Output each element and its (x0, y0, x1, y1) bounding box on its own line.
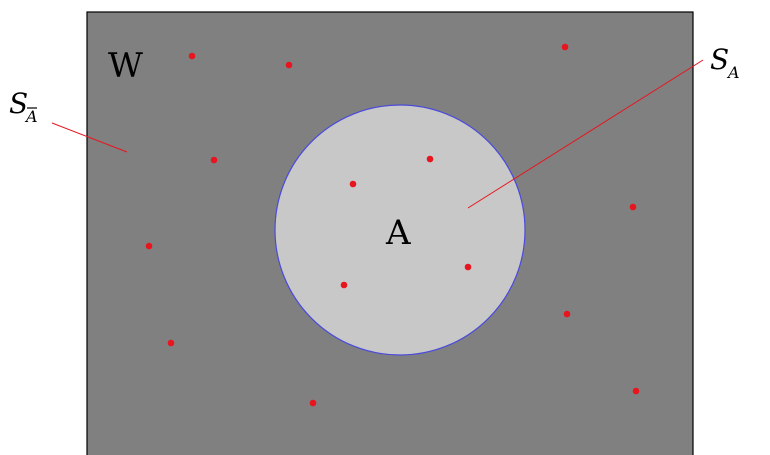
inside-point (340, 281, 348, 289)
region-label: A (385, 213, 411, 253)
outside-point (629, 203, 637, 211)
inside-point (349, 180, 357, 188)
outside-point (167, 339, 175, 347)
outside-point (563, 310, 571, 318)
outside-point (632, 387, 640, 395)
inside-point (464, 263, 472, 271)
region-label-sub: A (726, 63, 740, 82)
region-leader-line (467, 59, 704, 209)
region-circle (274, 104, 526, 356)
outside-point (561, 43, 569, 51)
outside-point (210, 156, 218, 164)
complement-set-label: S A (9, 87, 38, 126)
inside-point (426, 155, 434, 163)
region-set-label: S A (710, 43, 740, 82)
inside-points (340, 155, 472, 289)
universe-label: W (108, 46, 143, 86)
complement-label-base: S (9, 87, 28, 120)
complement-leader-line (51, 122, 128, 153)
region-label-base: S (710, 43, 729, 76)
outside-points (145, 43, 640, 407)
outside-point (309, 399, 317, 407)
outside-point (188, 52, 196, 60)
outside-point (285, 61, 293, 69)
complement-label-sub: A (24, 107, 38, 126)
outside-point (145, 242, 153, 250)
